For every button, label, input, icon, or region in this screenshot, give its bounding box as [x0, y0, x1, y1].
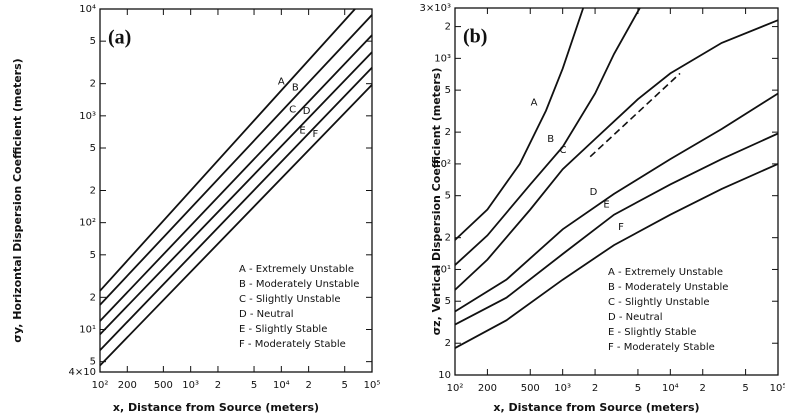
legend-entry: D - Neutral — [608, 312, 663, 323]
legend-entry: F - Moderately Stable — [239, 339, 346, 350]
legend-entry: C - Slightly Unstable — [608, 297, 710, 308]
x-tick-label: 10⁵ — [770, 383, 785, 394]
y-tick-label: 5 — [90, 357, 96, 368]
curve-label: F — [618, 222, 624, 233]
y-tick-label: 2 — [90, 79, 96, 90]
legend-entry: D - Neutral — [239, 309, 294, 320]
y-tick-label: 2 — [445, 338, 451, 349]
x-tick-label: 2 — [215, 380, 221, 391]
curve — [454, 92, 779, 313]
curve — [99, 8, 356, 292]
legend-entry: A - Extremely Unstable — [239, 264, 354, 275]
curve — [454, 132, 779, 326]
legend-entry: C - Slightly Unstable — [239, 294, 341, 305]
y-tick-label: 5 — [445, 296, 451, 307]
curve — [454, 7, 641, 266]
y-tick-label: 2 — [445, 127, 451, 138]
x-axis-title: x, Distance from Source (meters) — [113, 401, 319, 414]
curve — [99, 14, 373, 306]
y-axis-title: σz, Vertical Dispersion Coefficient (met… — [430, 68, 443, 336]
x-tick-label: 500 — [521, 383, 540, 394]
curve-label: B — [547, 134, 554, 145]
curve — [99, 34, 373, 322]
y-tick-label: 10 — [438, 370, 451, 381]
y-tick-label: 2 — [445, 22, 451, 33]
plot-frame — [454, 7, 779, 376]
curve-label: A — [278, 76, 285, 87]
y-tick-label: 10³ — [79, 111, 96, 122]
y-tick-label: 4×10 — [69, 367, 96, 378]
y-tick-label: 5 — [445, 85, 451, 96]
x-tick-label: 5 — [742, 383, 748, 394]
x-tick-label: 10³ — [554, 383, 571, 394]
y-tick-label: 2 — [445, 233, 451, 244]
x-tick-label: 10³ — [182, 380, 199, 391]
x-tick-label: 2 — [305, 380, 311, 391]
x-tick-label: 5 — [342, 380, 348, 391]
y-tick-label: 5 — [90, 250, 96, 261]
x-tick-label: 2 — [592, 383, 598, 394]
y-tick-label: 10¹ — [434, 264, 451, 275]
x-tick-label: 5 — [635, 383, 641, 394]
y-tick-label: 2 — [90, 292, 96, 303]
curve-label: E — [299, 126, 305, 137]
legend-entry: E - Slightly Stable — [608, 327, 696, 338]
y-tick-label: 2 — [90, 186, 96, 197]
y-axis-title: σy, Horizontal Dispersion Coefficient (m… — [11, 58, 24, 342]
y-tick-label: 10² — [79, 218, 96, 229]
curve-label: B — [292, 83, 299, 94]
title: (b) — [463, 26, 487, 48]
title: (a) — [108, 27, 131, 49]
curve — [454, 163, 779, 349]
x-tick-label: 2 — [700, 383, 706, 394]
y-tick-label: 10³ — [434, 53, 451, 64]
y-tick-label: 10² — [434, 159, 451, 170]
curve-label: D — [590, 187, 598, 198]
legend-entry: A - Extremely Unstable — [608, 267, 723, 278]
x-tick-label: 5 — [251, 380, 257, 391]
y-tick-label: 10⁴ — [79, 4, 96, 15]
y-tick-label: 5 — [90, 36, 96, 47]
x-tick-label: 10⁵ — [364, 380, 381, 391]
curve — [99, 84, 373, 367]
curve-label: A — [531, 98, 538, 109]
legend-entry: E - Slightly Stable — [239, 324, 327, 335]
curve — [454, 19, 779, 291]
x-tick-label: 500 — [154, 380, 173, 391]
curve-label: E — [603, 199, 609, 210]
x-tick-label: 10⁴ — [662, 383, 679, 394]
curve-label: F — [313, 129, 319, 140]
x-tick-label: 10² — [447, 383, 464, 394]
curve-label: C — [289, 104, 296, 115]
plot-frame — [99, 8, 373, 373]
curve — [454, 7, 585, 241]
legend-entry: B - Moderately Unstable — [239, 279, 359, 290]
curve-label: C — [559, 145, 566, 156]
y-tick-label: 5 — [445, 191, 451, 202]
x-tick-label: 10⁴ — [273, 380, 290, 391]
dashed-extension — [589, 72, 681, 158]
x-tick-label: 200 — [118, 380, 137, 391]
y-tick-label: 5 — [90, 143, 96, 154]
x-axis-title: x, Distance from Source (meters) — [493, 401, 699, 414]
curve-label: D — [303, 106, 311, 117]
y-tick-label: 10¹ — [79, 324, 96, 335]
x-tick-label: 10² — [92, 380, 109, 391]
curve — [99, 51, 373, 336]
curve — [99, 66, 373, 351]
legend-entry: B - Moderately Unstable — [608, 282, 728, 293]
legend-entry: F - Moderately Stable — [608, 342, 715, 353]
y-tick-label: 3×10³ — [420, 3, 451, 14]
x-tick-label: 200 — [478, 383, 497, 394]
